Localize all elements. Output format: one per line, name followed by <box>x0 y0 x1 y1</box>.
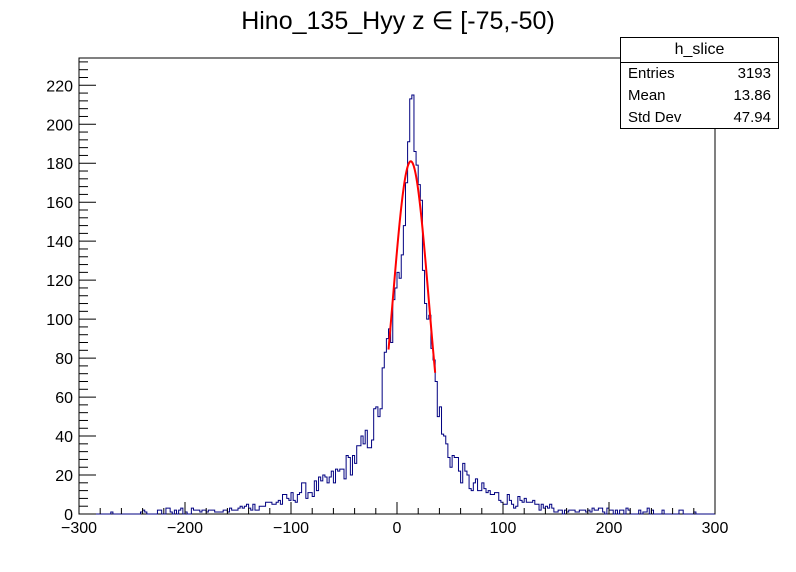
x-tick-label: 0 <box>393 520 402 537</box>
stats-header: h_slice <box>621 38 778 63</box>
x-tick-label: 100 <box>490 520 517 537</box>
stats-row-stddev: Std Dev 47.94 <box>621 107 778 129</box>
stats-row-mean: Mean 13.86 <box>621 85 778 107</box>
y-tick-label: 120 <box>46 273 73 290</box>
y-tick-label: 200 <box>46 117 73 134</box>
y-tick-label: 80 <box>55 351 73 368</box>
stats-value: 3193 <box>737 65 771 82</box>
y-tick-label: 0 <box>64 507 73 524</box>
y-tick-label: 40 <box>55 429 73 446</box>
stats-label: Entries <box>628 65 675 82</box>
y-tick-label: 60 <box>55 390 73 407</box>
stats-value: 47.94 <box>733 109 771 126</box>
y-tick-label: 220 <box>46 78 73 95</box>
x-tick-label: 200 <box>596 520 623 537</box>
stats-value: 13.86 <box>733 87 771 104</box>
gaussian-fit-curve <box>387 160 437 373</box>
y-tick-label: 100 <box>46 312 73 329</box>
stats-row-entries: Entries 3193 <box>621 63 778 85</box>
x-tick-label: −200 <box>167 520 203 537</box>
x-tick-label: 300 <box>702 520 729 537</box>
x-tick-label: −300 <box>61 520 97 537</box>
stats-label: Std Dev <box>628 109 682 126</box>
y-tick-label: 20 <box>55 468 73 485</box>
y-tick-label: 140 <box>46 234 73 251</box>
y-tick-label: 180 <box>46 156 73 173</box>
stats-label: Mean <box>628 87 666 104</box>
histogram-line <box>79 94 715 515</box>
chart-title: Hino_135_Hyy z ∈ [-75,-50) <box>241 7 555 35</box>
y-tick-label: 160 <box>46 195 73 212</box>
x-tick-label: −100 <box>273 520 309 537</box>
stats-box: h_slice Entries 3193 Mean 13.86 Std Dev … <box>620 37 779 129</box>
